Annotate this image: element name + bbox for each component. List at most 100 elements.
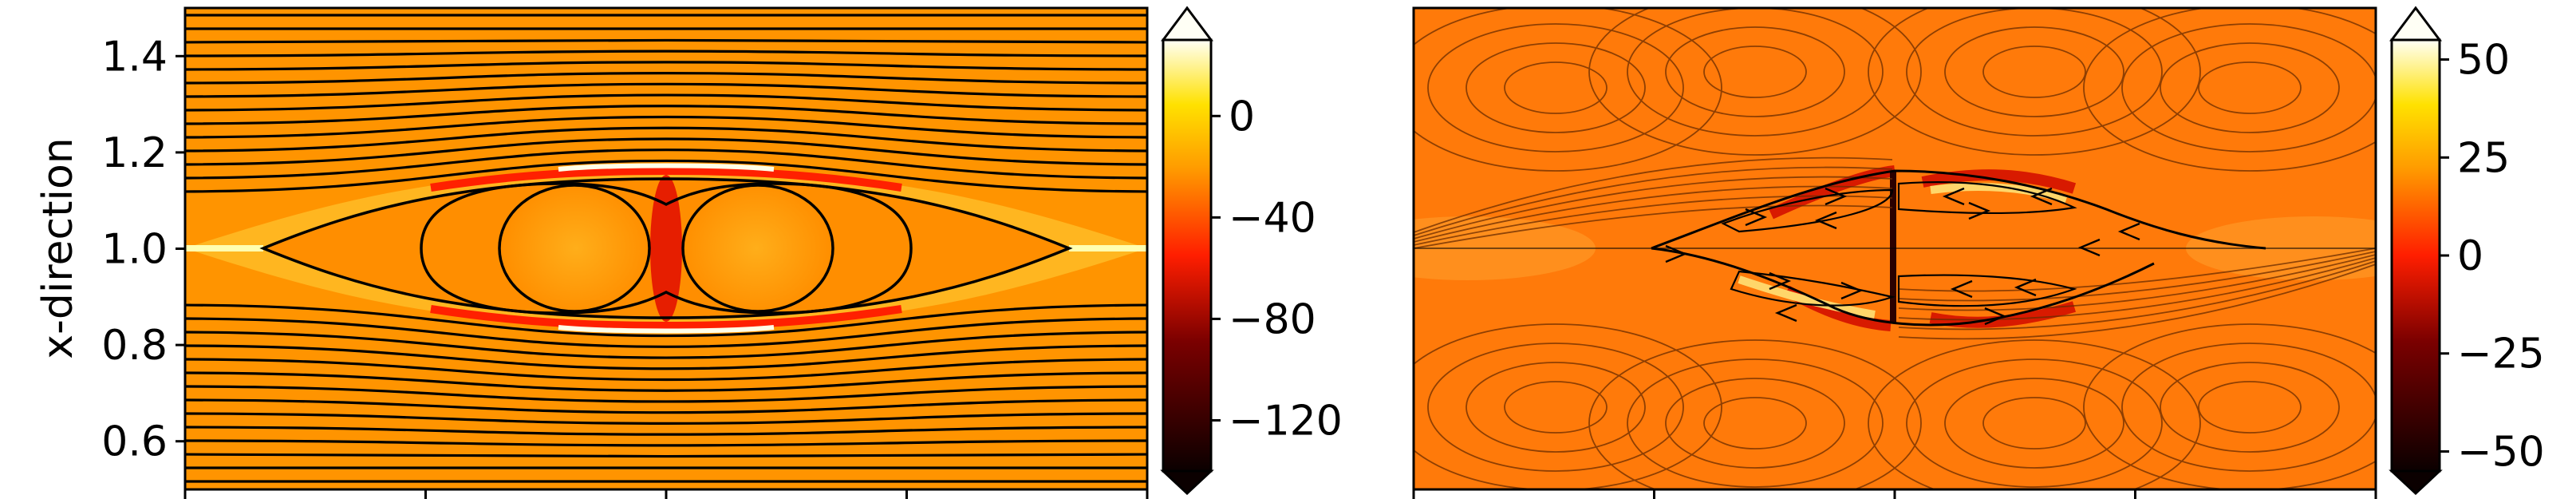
colorbar-2-tick-label-2: 0	[2457, 232, 2483, 280]
panel-1-y-axis-label: x-direction	[34, 137, 82, 358]
panel-2-arrow-14	[2117, 222, 2140, 241]
y-tick-label-1: 0.8	[101, 322, 168, 370]
panel-2-streamline-arrows	[1665, 187, 2140, 326]
panel-2-faint-streamline-40	[1414, 166, 1893, 236]
panel-2-faint-streamline-16	[1504, 381, 1608, 434]
panel-2-faint-streamline-4	[1703, 46, 1807, 98]
panel-1-streamline-11	[185, 371, 1147, 392]
panel-2-arrow-9	[2014, 278, 2037, 297]
panel-2-x-axis	[1412, 489, 2377, 499]
panel-2-arrow-6	[1769, 271, 1792, 291]
panel-1-streamline-15	[185, 398, 1147, 414]
y-tick-label-4: 1.4	[101, 33, 168, 81]
panel-2-faint-streamline-13	[2160, 42, 2340, 133]
panel-1-streamline-0	[185, 159, 1147, 193]
colorbar-1-tick-label-0: 0	[1229, 93, 1255, 141]
panel-2-faint-streamline-0	[1504, 61, 1608, 114]
panel-2-arrow-0	[1825, 187, 1848, 206]
panel-2-faint-streamline-14	[2121, 23, 2376, 152]
panel-1-streamline-19	[185, 426, 1147, 436]
y-tick-label-0: 0.6	[101, 418, 168, 466]
colorbar-2-body	[2392, 40, 2440, 471]
panel-1-closed-streamline-right	[681, 184, 834, 313]
colorbar-1-body	[1163, 40, 1211, 471]
panel-2-upper-inner-loop	[1721, 188, 1894, 233]
panel-2-faint-streamline-2	[1427, 23, 1684, 152]
panel-2-faint-streamline-37	[1898, 254, 2376, 311]
panel-1-streamline-14	[185, 82, 1147, 98]
panel-1-center-band	[650, 175, 682, 322]
panel-1-streamline-18	[185, 61, 1147, 71]
panel-2-streamlines	[1414, 8, 2376, 489]
panel-2-faint-streamline-38	[1414, 176, 1893, 240]
panel-1-streamline-20	[185, 50, 1147, 57]
panel-2-faint-streamline-25	[1944, 378, 2124, 469]
panel-2-faint-streamline-27	[1868, 339, 2201, 489]
panel-1-streamline-6	[185, 126, 1147, 152]
panel-2-lower-pale-band	[1738, 275, 1876, 319]
panel-2-faint-streamline-15	[2083, 8, 2376, 172]
panel-1-streamline-1	[185, 303, 1147, 338]
panel-1-streamline-7	[185, 344, 1147, 370]
panel-2-faint-streamline-29	[2160, 362, 2340, 453]
panel-1-streamline-23	[185, 453, 1147, 458]
panel-2-faint-streamline-31	[2083, 323, 2376, 489]
panel-2-faint-streamline-21	[1665, 378, 1845, 469]
panel-1-streamline-17	[185, 412, 1147, 426]
colorbar-2-tick-label-1: 25	[2457, 134, 2510, 182]
colorbar-1-tick-label-2: −80	[1229, 295, 1316, 343]
panel-1-left-lobe	[503, 181, 649, 315]
panel-1-streamline-22	[185, 38, 1147, 44]
panel-2-upper-boundary-streamline	[1651, 169, 2266, 250]
colorbar-2-lower-extend	[2389, 469, 2443, 496]
panel-2-arrow-2	[2030, 187, 2053, 206]
y-tick-label-2: 1.0	[101, 226, 168, 274]
panel-2-arrow-12	[2077, 238, 2101, 257]
panel-2-lower-boundary-streamline	[1651, 247, 2155, 327]
panel-1-streamline-10	[185, 105, 1147, 125]
y-tick-label-3: 1.2	[101, 129, 168, 177]
panel-1-top-rim	[430, 166, 902, 192]
panel-2-faint-streamline-11	[1868, 8, 2201, 156]
panel-2-faint-streamline-36	[1414, 185, 1893, 243]
panel-2-faint-streamline-3	[1414, 8, 1722, 172]
panel-2-faint-streamline-26	[1906, 358, 2163, 488]
panel-2-arrow-5	[1968, 201, 1991, 220]
panel-2-faint-streamline-42	[1414, 156, 1893, 233]
colorbar-2: 50 25 0 −25 −50	[2389, 6, 2545, 496]
panel-2-arrow-10	[1774, 303, 1797, 323]
panel-2-faint-streamline-32	[1414, 204, 1893, 249]
colorbar-2-tick-label-3: −25	[2457, 331, 2545, 378]
colorbar-2-ticks: 50 25 0 −25 −50	[2440, 37, 2545, 476]
panel-1-streamline-16	[185, 71, 1147, 85]
colorbar-2-tick-label-0: 50	[2457, 37, 2510, 85]
panel-2-faint-streamline-35	[1898, 251, 2376, 302]
panel-2-faint-streamline-7	[1588, 8, 1922, 156]
colorbar-1: 0 −40 −80 −120	[1160, 6, 1343, 496]
panel-2-faint-streamline-22	[1627, 358, 1884, 488]
panel-2-faint-streamline-39	[1898, 257, 2376, 321]
colorbar-1-upper-extend	[1161, 6, 1213, 42]
colorbar-1-lower-extend	[1160, 469, 1214, 496]
panel-2-faint-streamline-10	[1906, 8, 2163, 137]
panel-1: 0.6 0.8 1.0 1.2 1.4 x-direction 0 −40 −80 −120	[34, 6, 1343, 499]
panel-2-faint-streamline-9	[1944, 26, 2124, 117]
panel-1-closed-streamline-left	[498, 184, 651, 313]
panel-1-streamline-8	[185, 115, 1147, 139]
panel-2-faint-streamline-23	[1588, 339, 1922, 489]
panel-1-bottom-rim	[430, 305, 902, 331]
colorbar-2-upper-extend	[2389, 6, 2442, 42]
panel-1-streamline-13	[185, 385, 1147, 403]
panel-1-streamline-9	[185, 358, 1147, 382]
panel-2-faint-streamline-41	[1898, 260, 2376, 331]
colorbar-1-ticks: 0 −40 −80 −120	[1211, 93, 1343, 445]
panel-2-lower-right-inner-loop	[1897, 274, 2077, 307]
panel-2-faint-streamline-17	[1466, 362, 1646, 453]
panel-2-arrow-3	[1745, 208, 1768, 227]
panel-1-streamline-2	[185, 149, 1147, 180]
panel-1-top-white-crest	[558, 163, 775, 172]
panel-1-streamlines	[185, 14, 1147, 483]
panel-1-streamline-3	[185, 317, 1147, 348]
panel-1-bottom-white-crest	[558, 325, 775, 334]
